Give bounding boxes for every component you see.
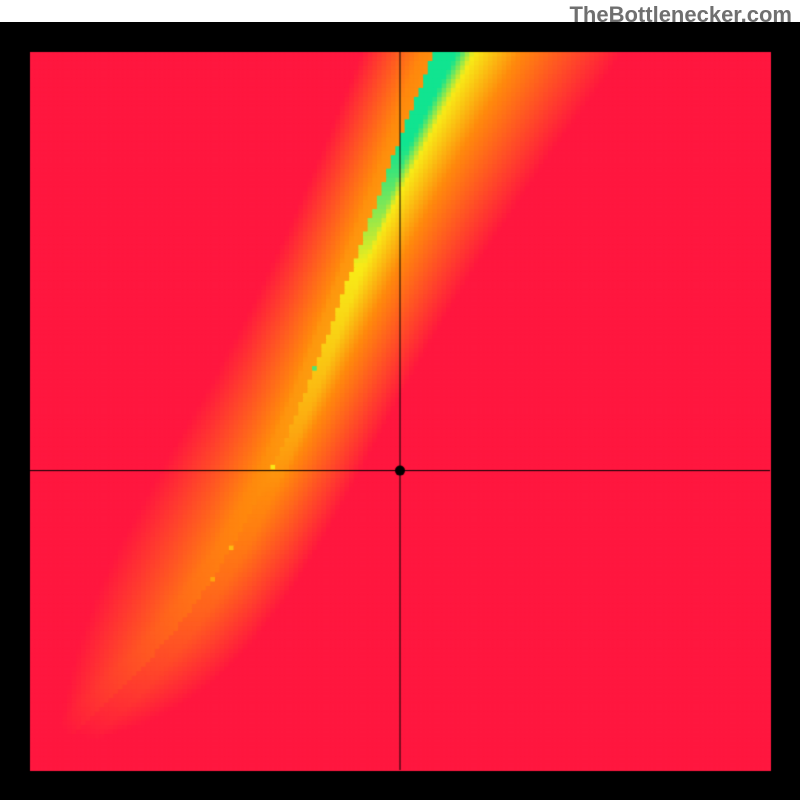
heatmap-container (0, 22, 800, 800)
bottleneck-heatmap (0, 22, 800, 800)
watermark-text: TheBottlenecker.com (569, 2, 792, 28)
